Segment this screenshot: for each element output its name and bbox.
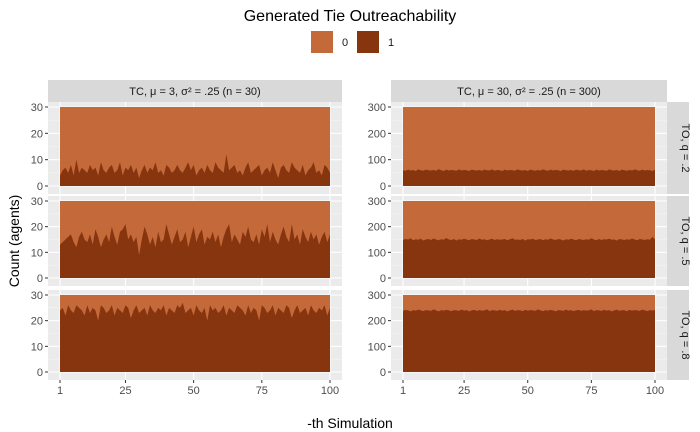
x-tick-label: 1 [400, 385, 406, 397]
legend: 0 1 [311, 31, 394, 53]
panel-0-1: 0 100 200 300 [368, 102, 667, 194]
y-tick-label: 20 [31, 128, 43, 140]
y-tick-label: 20 [31, 222, 43, 234]
area-series-1 [60, 154, 330, 186]
legend-swatch-0 [311, 31, 333, 53]
chart-title: Generated Tie Outreachability [244, 8, 457, 25]
y-tick-label: 200 [368, 128, 386, 140]
y-tick-label: 30 [31, 102, 43, 114]
y-tick-label: 10 [31, 247, 43, 259]
x-tick-label: 50 [188, 385, 200, 397]
x-tick-label: 1 [57, 385, 63, 397]
area-series-1 [403, 309, 655, 372]
strip-top-0 [48, 80, 342, 102]
panel-2-0: 0 10 20 30 1 25 50 75 100 [31, 290, 342, 397]
strip-label-col-1: TC, μ = 30, σ² = .25 (n = 300) [457, 86, 601, 98]
strip-right-2 [667, 290, 689, 380]
y-tick-label: 100 [368, 247, 386, 259]
legend-label-1: 1 [388, 37, 394, 49]
area-series-1 [60, 224, 330, 278]
facet-grid: TC, μ = 3, σ² = .25 (n = 30) TC, μ = 30, … [31, 80, 691, 397]
strip-label-row-0: TO, q = .2 [679, 123, 691, 172]
x-tick-label: 25 [119, 385, 131, 397]
y-tick-label: 200 [368, 222, 386, 234]
strip-label-row-2: TO, q = .8 [679, 310, 691, 359]
y-tick-label: 200 [368, 316, 386, 328]
y-tick-label: 100 [368, 341, 386, 353]
y-tick-label: 0 [380, 367, 386, 379]
y-tick-label: 10 [31, 341, 43, 353]
x-tick-label: 75 [256, 385, 268, 397]
x-tick-label: 25 [458, 385, 470, 397]
panel-1-1: 0 100 200 300 [368, 196, 667, 286]
y-tick-label: 30 [31, 196, 43, 208]
strip-top-1 [391, 80, 667, 102]
area-series-1 [403, 236, 655, 278]
panel-2-1: 0 100 200 300 1 25 50 75 100 [368, 290, 667, 397]
x-tick-label: 100 [646, 385, 664, 397]
strip-right-1 [667, 196, 689, 286]
y-tick-label: 0 [37, 273, 43, 285]
y-tick-label: 300 [368, 290, 386, 302]
legend-label-0: 0 [342, 37, 348, 49]
x-axis-title: -th Simulation [307, 415, 393, 431]
strip-label-row-1: TO, q = .5 [679, 216, 691, 265]
panel-0-0: 0 10 20 30 [31, 102, 342, 194]
y-tick-label: 300 [368, 102, 386, 114]
y-tick-label: 0 [380, 273, 386, 285]
y-axis-title: Count (agents) [6, 195, 22, 288]
y-tick-label: 30 [31, 290, 43, 302]
y-tick-label: 0 [37, 181, 43, 193]
x-tick-label: 100 [321, 385, 339, 397]
x-tick-label: 75 [585, 385, 597, 397]
y-tick-label: 300 [368, 196, 386, 208]
strip-label-col-0: TC, μ = 3, σ² = .25 (n = 30) [129, 86, 260, 98]
y-tick-label: 10 [31, 155, 43, 167]
strip-right-0 [667, 102, 689, 194]
y-tick-label: 0 [37, 367, 43, 379]
area-series-1 [60, 302, 330, 372]
panel-1-0: 0 10 20 30 [31, 196, 342, 286]
y-tick-label: 100 [368, 155, 386, 167]
x-tick-label: 50 [522, 385, 534, 397]
y-tick-label: 20 [31, 316, 43, 328]
y-tick-label: 0 [380, 181, 386, 193]
legend-swatch-1 [357, 31, 379, 53]
area-series-1 [403, 169, 655, 186]
